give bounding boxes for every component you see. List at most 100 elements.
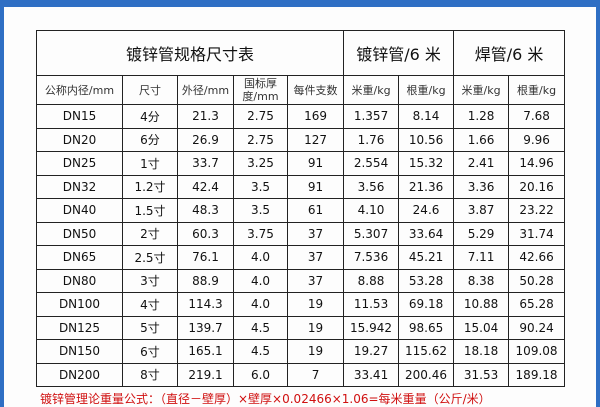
table-cell: 1寸 <box>122 151 178 176</box>
table-cell: 91 <box>286 174 345 199</box>
table-cell: 1.76 <box>343 127 400 152</box>
table-cell: 169 <box>286 104 345 129</box>
table-cell: 60.3 <box>177 221 234 246</box>
table-cell: 5寸 <box>122 315 178 340</box>
title-row: 镀锌管规格尺寸表 镀锌管/6 米 焊管/6 米 <box>35 30 566 76</box>
table-cell: 1.2寸 <box>122 174 178 199</box>
table-cell: 65.28 <box>508 292 566 317</box>
table-cell: 4.10 <box>343 198 400 223</box>
table-cell: DN100 <box>36 292 123 317</box>
table-cell: 219.1 <box>177 362 234 387</box>
table-cell: 109.08 <box>508 339 566 364</box>
table-cell: 61 <box>286 198 345 223</box>
table-cell: 69.18 <box>398 292 455 317</box>
table-cell: 3.5 <box>233 198 288 223</box>
table-cell: 2.75 <box>233 104 288 129</box>
table-cell: 4分 <box>122 104 178 129</box>
table-cell: 2寸 <box>122 221 178 246</box>
table-cell: 24.6 <box>398 198 455 223</box>
table-cell: 3寸 <box>122 268 178 293</box>
table-cell: DN150 <box>36 339 123 364</box>
table-cell: 9.96 <box>508 127 566 152</box>
table-cell: 19 <box>286 339 345 364</box>
table-cell: 53.28 <box>398 268 455 293</box>
table-row: DN40 1.5寸 48.3 3.5 61 4.10 24.6 3.87 23.22 <box>36 198 566 223</box>
table-row: DN150 6寸 165.1 4.5 19 19.27 115.62 18.18 109.08 <box>36 339 566 364</box>
table-cell: 15.04 <box>453 315 510 340</box>
table-title: 镀锌管规格尺寸表 <box>35 30 345 76</box>
table-cell: DN20 <box>36 127 123 152</box>
table-cell: 3.87 <box>453 198 510 223</box>
table-cell: 37 <box>286 268 345 293</box>
table-cell: 7.11 <box>453 245 510 270</box>
table-cell: 10.56 <box>398 127 455 152</box>
table-cell: 2.554 <box>343 151 400 176</box>
table-cell: 19 <box>286 292 345 317</box>
table-cell: 8.14 <box>398 104 455 129</box>
table-cell: 50.28 <box>508 268 566 293</box>
table-cell: 33.64 <box>398 221 455 246</box>
table-cell: 19 <box>286 315 345 340</box>
table-cell: 4.0 <box>233 268 288 293</box>
table-cell: 14.96 <box>508 151 566 176</box>
table-cell: 127 <box>286 127 345 152</box>
table-cell: 3.36 <box>453 174 510 199</box>
column-header: 米重/kg <box>453 75 510 105</box>
table-cell: DN200 <box>36 362 123 387</box>
table-cell: 8.38 <box>453 268 510 293</box>
table-cell: 6分 <box>122 127 178 152</box>
table-cell: 4.5 <box>233 315 288 340</box>
table-cell: 42.4 <box>177 174 234 199</box>
table-cell: 15.32 <box>398 151 455 176</box>
table-cell: 115.62 <box>398 339 455 364</box>
galvanized-group-header: 镀锌管/6 米 <box>343 30 455 76</box>
table-cell: 3.25 <box>233 151 288 176</box>
column-header: 米重/kg <box>343 75 400 105</box>
table-cell: 21.3 <box>177 104 234 129</box>
table-cell: 200.46 <box>398 362 455 387</box>
table-cell: DN25 <box>36 151 123 176</box>
table-cell: 2.5寸 <box>122 245 178 270</box>
table-cell: 2.75 <box>233 127 288 152</box>
table-cell: 6.0 <box>233 362 288 387</box>
table-cell: 21.36 <box>398 174 455 199</box>
table-cell: DN50 <box>36 221 123 246</box>
table-cell: 11.53 <box>343 292 400 317</box>
table-cell: 4.0 <box>233 292 288 317</box>
table-cell: 1.357 <box>343 104 400 129</box>
table-cell: 37 <box>286 221 345 246</box>
column-header-row: 公称内径/mm 尺寸 外径/mm 国标厚度/mm 每件支数 米重/kg 根重/kg 米重/kg… <box>36 75 566 105</box>
table-cell: 7 <box>286 362 345 387</box>
table-cell: 4.0 <box>233 245 288 270</box>
table-row: DN50 2寸 60.3 3.75 37 5.307 33.64 5.29 31.74 <box>36 221 566 246</box>
column-header: 根重/kg <box>398 75 455 105</box>
table-cell: 42.66 <box>508 245 566 270</box>
table-cell: 1.5寸 <box>122 198 178 223</box>
table-cell: 4.5 <box>233 339 288 364</box>
table-cell: 8寸 <box>122 362 178 387</box>
table-cell: 1.66 <box>453 127 510 152</box>
table-cell: 90.24 <box>508 315 566 340</box>
table-row: DN80 3寸 88.9 4.0 37 8.88 53.28 8.38 50.28 <box>36 268 566 293</box>
table-row: DN25 1寸 33.7 3.25 91 2.554 15.32 2.41 14.96 <box>36 151 566 176</box>
table-cell: 189.18 <box>508 362 566 387</box>
column-header: 外径/mm <box>177 75 234 105</box>
table-cell: 98.65 <box>398 315 455 340</box>
table-row: DN125 5寸 139.7 4.5 19 15.942 98.65 15.04 90.24 <box>36 315 566 340</box>
table-cell: 139.7 <box>177 315 234 340</box>
table-row: DN100 4寸 114.3 4.0 19 11.53 69.18 10.88 65.28 <box>36 292 566 317</box>
table-cell: 19.27 <box>343 339 400 364</box>
column-header: 每件支数 <box>286 75 345 105</box>
table-cell: DN32 <box>36 174 123 199</box>
table-row: DN20 6分 26.9 2.75 127 1.76 10.56 1.66 9.96 <box>36 127 566 152</box>
pipe-spec-table: 镀锌管规格尺寸表 镀锌管/6 米 焊管/6 米 公称内径/mm 尺寸 外径/mm 国标… <box>35 30 566 387</box>
column-header: 根重/kg <box>508 75 566 105</box>
table-cell: DN80 <box>36 268 123 293</box>
table-cell: 23.22 <box>508 198 566 223</box>
table-cell: DN65 <box>36 245 123 270</box>
table-row: DN65 2.5寸 76.1 4.0 37 7.536 45.21 7.11 42.66 <box>36 245 566 270</box>
table-cell: 91 <box>286 151 345 176</box>
column-header: 公称内径/mm <box>36 75 123 105</box>
table-row: DN32 1.2寸 42.4 3.5 91 3.56 21.36 3.36 20.16 <box>36 174 566 199</box>
table-cell: 3.5 <box>233 174 288 199</box>
